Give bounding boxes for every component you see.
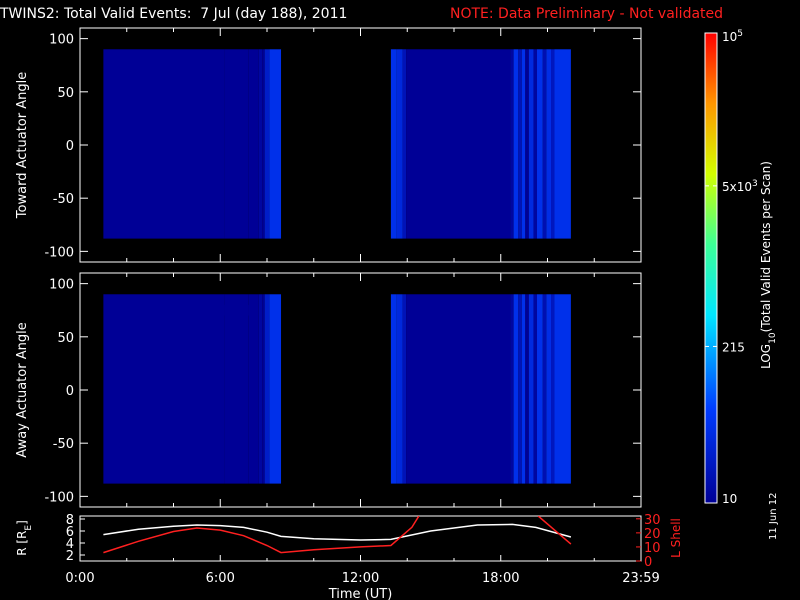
heatmap-band-0-20: [546, 49, 552, 239]
heatmap-band-1-16: [528, 294, 534, 484]
heatmap-band-0-17: [533, 49, 537, 239]
heatmap-band-0-11: [510, 49, 514, 239]
y-tick-label: -50: [53, 192, 74, 207]
y-axis-label: Away Actuator Angle: [15, 322, 30, 457]
heatmap-band-1-4: [262, 294, 265, 484]
heatmap-band-1-10: [406, 294, 511, 484]
heatmap-band-0-6: [269, 49, 282, 239]
y-tick-label: 50: [57, 86, 74, 101]
heatmap-band-0-13: [518, 49, 522, 239]
r-tick-label: 6: [66, 525, 74, 540]
heatmap-band-0-12: [513, 49, 519, 239]
heatmap-band-1-0: [103, 294, 225, 484]
heatmap-band-0-15: [525, 49, 529, 239]
colorbar-label: LOG10(Total Valid Events per Scan): [759, 161, 778, 369]
colorbar: [704, 32, 718, 504]
preliminary-note: NOTE: Data Preliminary - Not validated: [450, 6, 724, 22]
lshell-tick-label: 20: [644, 527, 661, 542]
y-tick-label: -100: [44, 490, 74, 505]
x-axis-label: Time (UT): [328, 587, 393, 600]
heatmap-band-1-6: [269, 294, 282, 484]
r-axis-label: R [RE]: [15, 520, 34, 556]
r-tick-label: 4: [66, 537, 74, 552]
r-tick-label: 8: [66, 513, 74, 528]
colorbar-tick-label: 105: [722, 29, 743, 44]
heatmap-band-0-0: [103, 49, 225, 239]
lshell-axis-label: L Shell: [669, 518, 683, 558]
heatmap-band-0-3: [258, 49, 263, 239]
time-tick-label: 23:59: [622, 571, 659, 586]
y-tick-label: 100: [49, 33, 74, 48]
heatmap-band-1-3: [258, 294, 263, 484]
colorbar-tick-label: 5x103: [722, 179, 758, 194]
lshell-tick-label: 30: [644, 513, 661, 528]
time-tick-label: 6:00: [206, 571, 235, 586]
heatmap-band-1-13: [518, 294, 522, 484]
lshell-tick-label: 10: [644, 541, 661, 556]
heatmap-band-0-18: [536, 49, 543, 239]
colorbar-tick-label: 215: [722, 340, 745, 354]
heatmap-band-1-20: [546, 294, 552, 484]
heatmap-band-0-22: [554, 49, 571, 239]
lshell-series-line-2: [537, 516, 572, 545]
heatmap-band-0-1: [224, 49, 249, 239]
heatmap-band-0-10: [406, 49, 511, 239]
heatmap-band-1-18: [536, 294, 543, 484]
r-tick-label: 2: [66, 549, 74, 564]
y-tick-label: 0: [66, 384, 74, 399]
y-tick-label: -50: [53, 437, 74, 452]
y-axis-label: Toward Actuator Angle: [15, 72, 30, 219]
time-tick-label: 12:00: [342, 571, 379, 586]
page-title: TWINS2: Total Valid Events: 7 Jul (day 1…: [0, 6, 348, 22]
heatmap-band-1-2: [248, 294, 259, 484]
heatmap-band-0-4: [262, 49, 265, 239]
orbit-panel-frame: [79, 515, 642, 562]
heatmap-band-1-5: [264, 294, 270, 484]
time-tick-label: 0:00: [65, 571, 94, 586]
y-tick-label: 100: [49, 278, 74, 293]
heatmap-band-0-14: [521, 49, 526, 239]
heatmap-band-0-2: [248, 49, 259, 239]
y-tick-label: -100: [44, 245, 74, 260]
heatmap-band-1-22: [554, 294, 571, 484]
heatmap-band-0-8: [396, 49, 403, 239]
heatmap-band-0-21: [551, 49, 555, 239]
heatmap-band-1-14: [521, 294, 526, 484]
time-tick-label: 18:00: [482, 571, 519, 586]
heatmap-band-0-9: [402, 49, 407, 239]
heatmap-highlight-1: [108, 304, 258, 316]
heatmap-band-0-16: [528, 49, 534, 239]
heatmap-band-1-21: [551, 294, 555, 484]
heatmap-band-1-17: [533, 294, 537, 484]
colorbar-tick-label: 10: [722, 492, 737, 506]
heatmap-band-0-7: [390, 49, 397, 239]
heatmap-band-1-9: [402, 294, 407, 484]
heatmap-band-1-8: [396, 294, 403, 484]
date-stamp: 11 Jun 12: [768, 492, 779, 540]
heatmap-band-1-7: [390, 294, 397, 484]
heatmap-band-1-11: [510, 294, 514, 484]
heatmap-band-1-1: [224, 294, 249, 484]
lshell-tick-label: 0: [644, 555, 652, 570]
heatmap-band-1-15: [525, 294, 529, 484]
lshell-series-line-1: [103, 516, 420, 554]
y-tick-label: 0: [66, 139, 74, 154]
heatmap-band-1-19: [542, 294, 547, 484]
heatmap-band-0-19: [542, 49, 547, 239]
heatmap-band-0-5: [264, 49, 270, 239]
y-tick-label: 50: [57, 331, 74, 346]
r-series-line: [103, 523, 572, 541]
heatmap-band-1-12: [513, 294, 519, 484]
